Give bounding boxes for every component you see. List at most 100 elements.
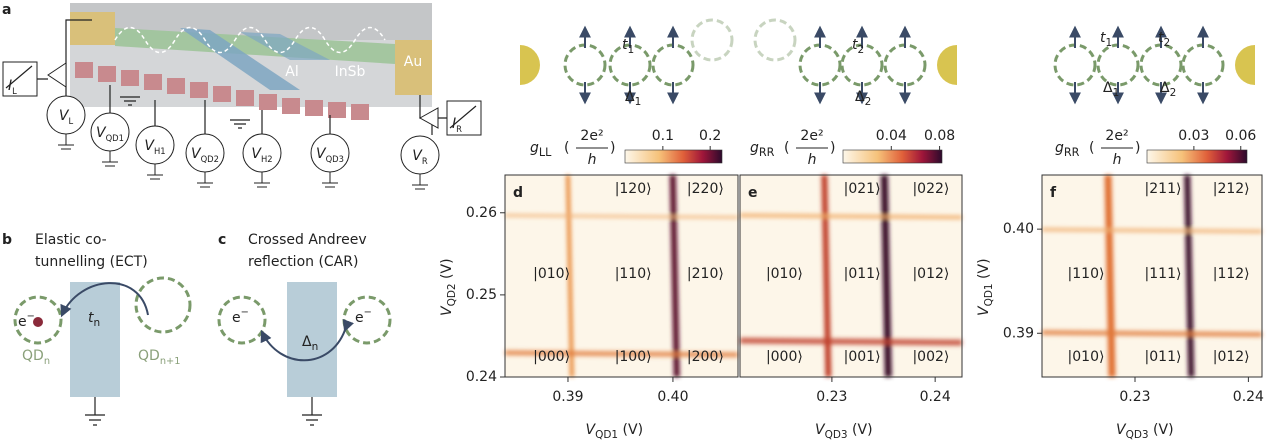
label-main: t xyxy=(1100,30,1106,46)
label: e− xyxy=(355,307,372,326)
heatmap xyxy=(1042,175,1262,377)
label: VQD3 (V) xyxy=(1116,422,1174,441)
label: VH2 xyxy=(251,146,272,164)
state-label: |212⟩ xyxy=(1213,181,1250,197)
label: VR xyxy=(412,148,428,166)
label-sub: QD3 xyxy=(825,429,848,441)
label-main: V xyxy=(144,138,155,154)
label: VQD3 (V) xyxy=(815,422,873,441)
panel-letter: f xyxy=(1050,185,1057,201)
label: VQD1 xyxy=(96,125,124,143)
label-main: t xyxy=(88,310,94,326)
label: gLL xyxy=(530,140,552,159)
plot-frame xyxy=(1041,174,1263,378)
resonance xyxy=(880,174,892,378)
cbar-tick-label: 0.04 xyxy=(876,128,907,144)
state-label: |110⟩ xyxy=(1068,266,1105,282)
state-label: |012⟩ xyxy=(1213,349,1250,365)
resonance xyxy=(504,350,739,358)
cbar-unit-den: h xyxy=(588,152,597,168)
paren: ( xyxy=(564,140,569,156)
label-main: V xyxy=(815,422,826,438)
ground xyxy=(197,172,213,188)
label-sub: n+1 xyxy=(160,356,181,367)
label-sub: RR xyxy=(759,146,775,159)
paren: ( xyxy=(1089,140,1094,156)
label-main: g xyxy=(750,140,759,156)
ground xyxy=(102,151,118,167)
label-main: V xyxy=(191,146,202,162)
label-sub: QD2 xyxy=(201,154,219,164)
paren: ) xyxy=(830,140,835,156)
device-schematic xyxy=(2,3,482,136)
state-label: |100⟩ xyxy=(615,349,652,365)
ect-diagram xyxy=(13,276,192,426)
resonance xyxy=(669,174,680,378)
y-tick-label: 0.24 xyxy=(466,369,497,385)
panel-letter: a xyxy=(2,2,11,18)
ground xyxy=(412,174,428,190)
cbar-unit-den: h xyxy=(808,152,817,168)
colorbar xyxy=(842,149,943,164)
label-main: t xyxy=(1158,30,1164,46)
lead xyxy=(520,45,540,85)
label-sub: QD2 xyxy=(446,283,458,306)
label: tn xyxy=(88,310,100,329)
faded-dot xyxy=(753,18,797,62)
label-sub: L xyxy=(68,116,73,126)
state-label: |111⟩ xyxy=(1145,266,1182,282)
panel-letter: c xyxy=(218,232,226,248)
label: Δ2 xyxy=(1160,80,1176,99)
x-tick-label: 0.24 xyxy=(1233,389,1264,405)
heatmap xyxy=(505,175,738,377)
label-sup: − xyxy=(241,307,249,318)
state-label: |200⟩ xyxy=(687,349,724,365)
label-main: I xyxy=(452,116,456,132)
y-tick-label: 0.40 xyxy=(1003,221,1034,237)
plot-frame xyxy=(504,174,739,378)
cbar-tick-label: 0.03 xyxy=(1178,128,1209,144)
material-label: InSb xyxy=(335,64,366,80)
resonance xyxy=(1184,174,1195,378)
label-sub: RR xyxy=(1064,146,1080,159)
resonance xyxy=(821,174,832,378)
label: Δ2 xyxy=(855,89,871,108)
state-label: |112⟩ xyxy=(1213,266,1250,282)
label-sup: − xyxy=(27,311,35,322)
x-tick-label: 0.39 xyxy=(552,389,583,405)
quantum-dot xyxy=(1139,43,1183,87)
label-main: g xyxy=(530,140,539,156)
quantum-dot xyxy=(883,43,927,87)
label: VH1 xyxy=(144,138,165,156)
label-sub: n xyxy=(94,317,101,329)
panel-title: reflection (CAR) xyxy=(248,254,358,270)
state-label: |000⟩ xyxy=(533,349,570,365)
label-sub: LL xyxy=(539,146,552,159)
label: IL xyxy=(8,78,17,96)
state-label: |021⟩ xyxy=(844,181,881,197)
label-main: g xyxy=(1055,140,1064,156)
label-main: Δ xyxy=(302,334,312,350)
label: VQD1 (V) xyxy=(586,422,644,441)
ground xyxy=(322,172,338,188)
label: Δn xyxy=(302,334,318,353)
cbar-tick-label: 0.1 xyxy=(652,128,674,144)
label: t2 xyxy=(852,37,864,56)
label: VQD1 (V) xyxy=(976,258,995,316)
x-tick-label: 0.40 xyxy=(657,389,688,405)
label-main: e xyxy=(355,310,364,326)
resonance xyxy=(504,213,739,219)
label: gRR xyxy=(1055,140,1080,159)
label-sub: H1 xyxy=(154,146,166,156)
state-label: |120⟩ xyxy=(615,181,652,197)
quantum-dot xyxy=(1096,43,1140,87)
label-sub: 1 xyxy=(1113,87,1120,99)
quantum-dot xyxy=(563,43,607,87)
label-main: Δ xyxy=(1160,80,1170,96)
label-sub: 1 xyxy=(628,44,635,56)
label-main: e xyxy=(18,314,27,330)
state-label: |011⟩ xyxy=(844,266,881,282)
label-sub: QD3 xyxy=(326,154,344,164)
label-sub: 2 xyxy=(1170,87,1177,99)
paren: ) xyxy=(1135,140,1140,156)
